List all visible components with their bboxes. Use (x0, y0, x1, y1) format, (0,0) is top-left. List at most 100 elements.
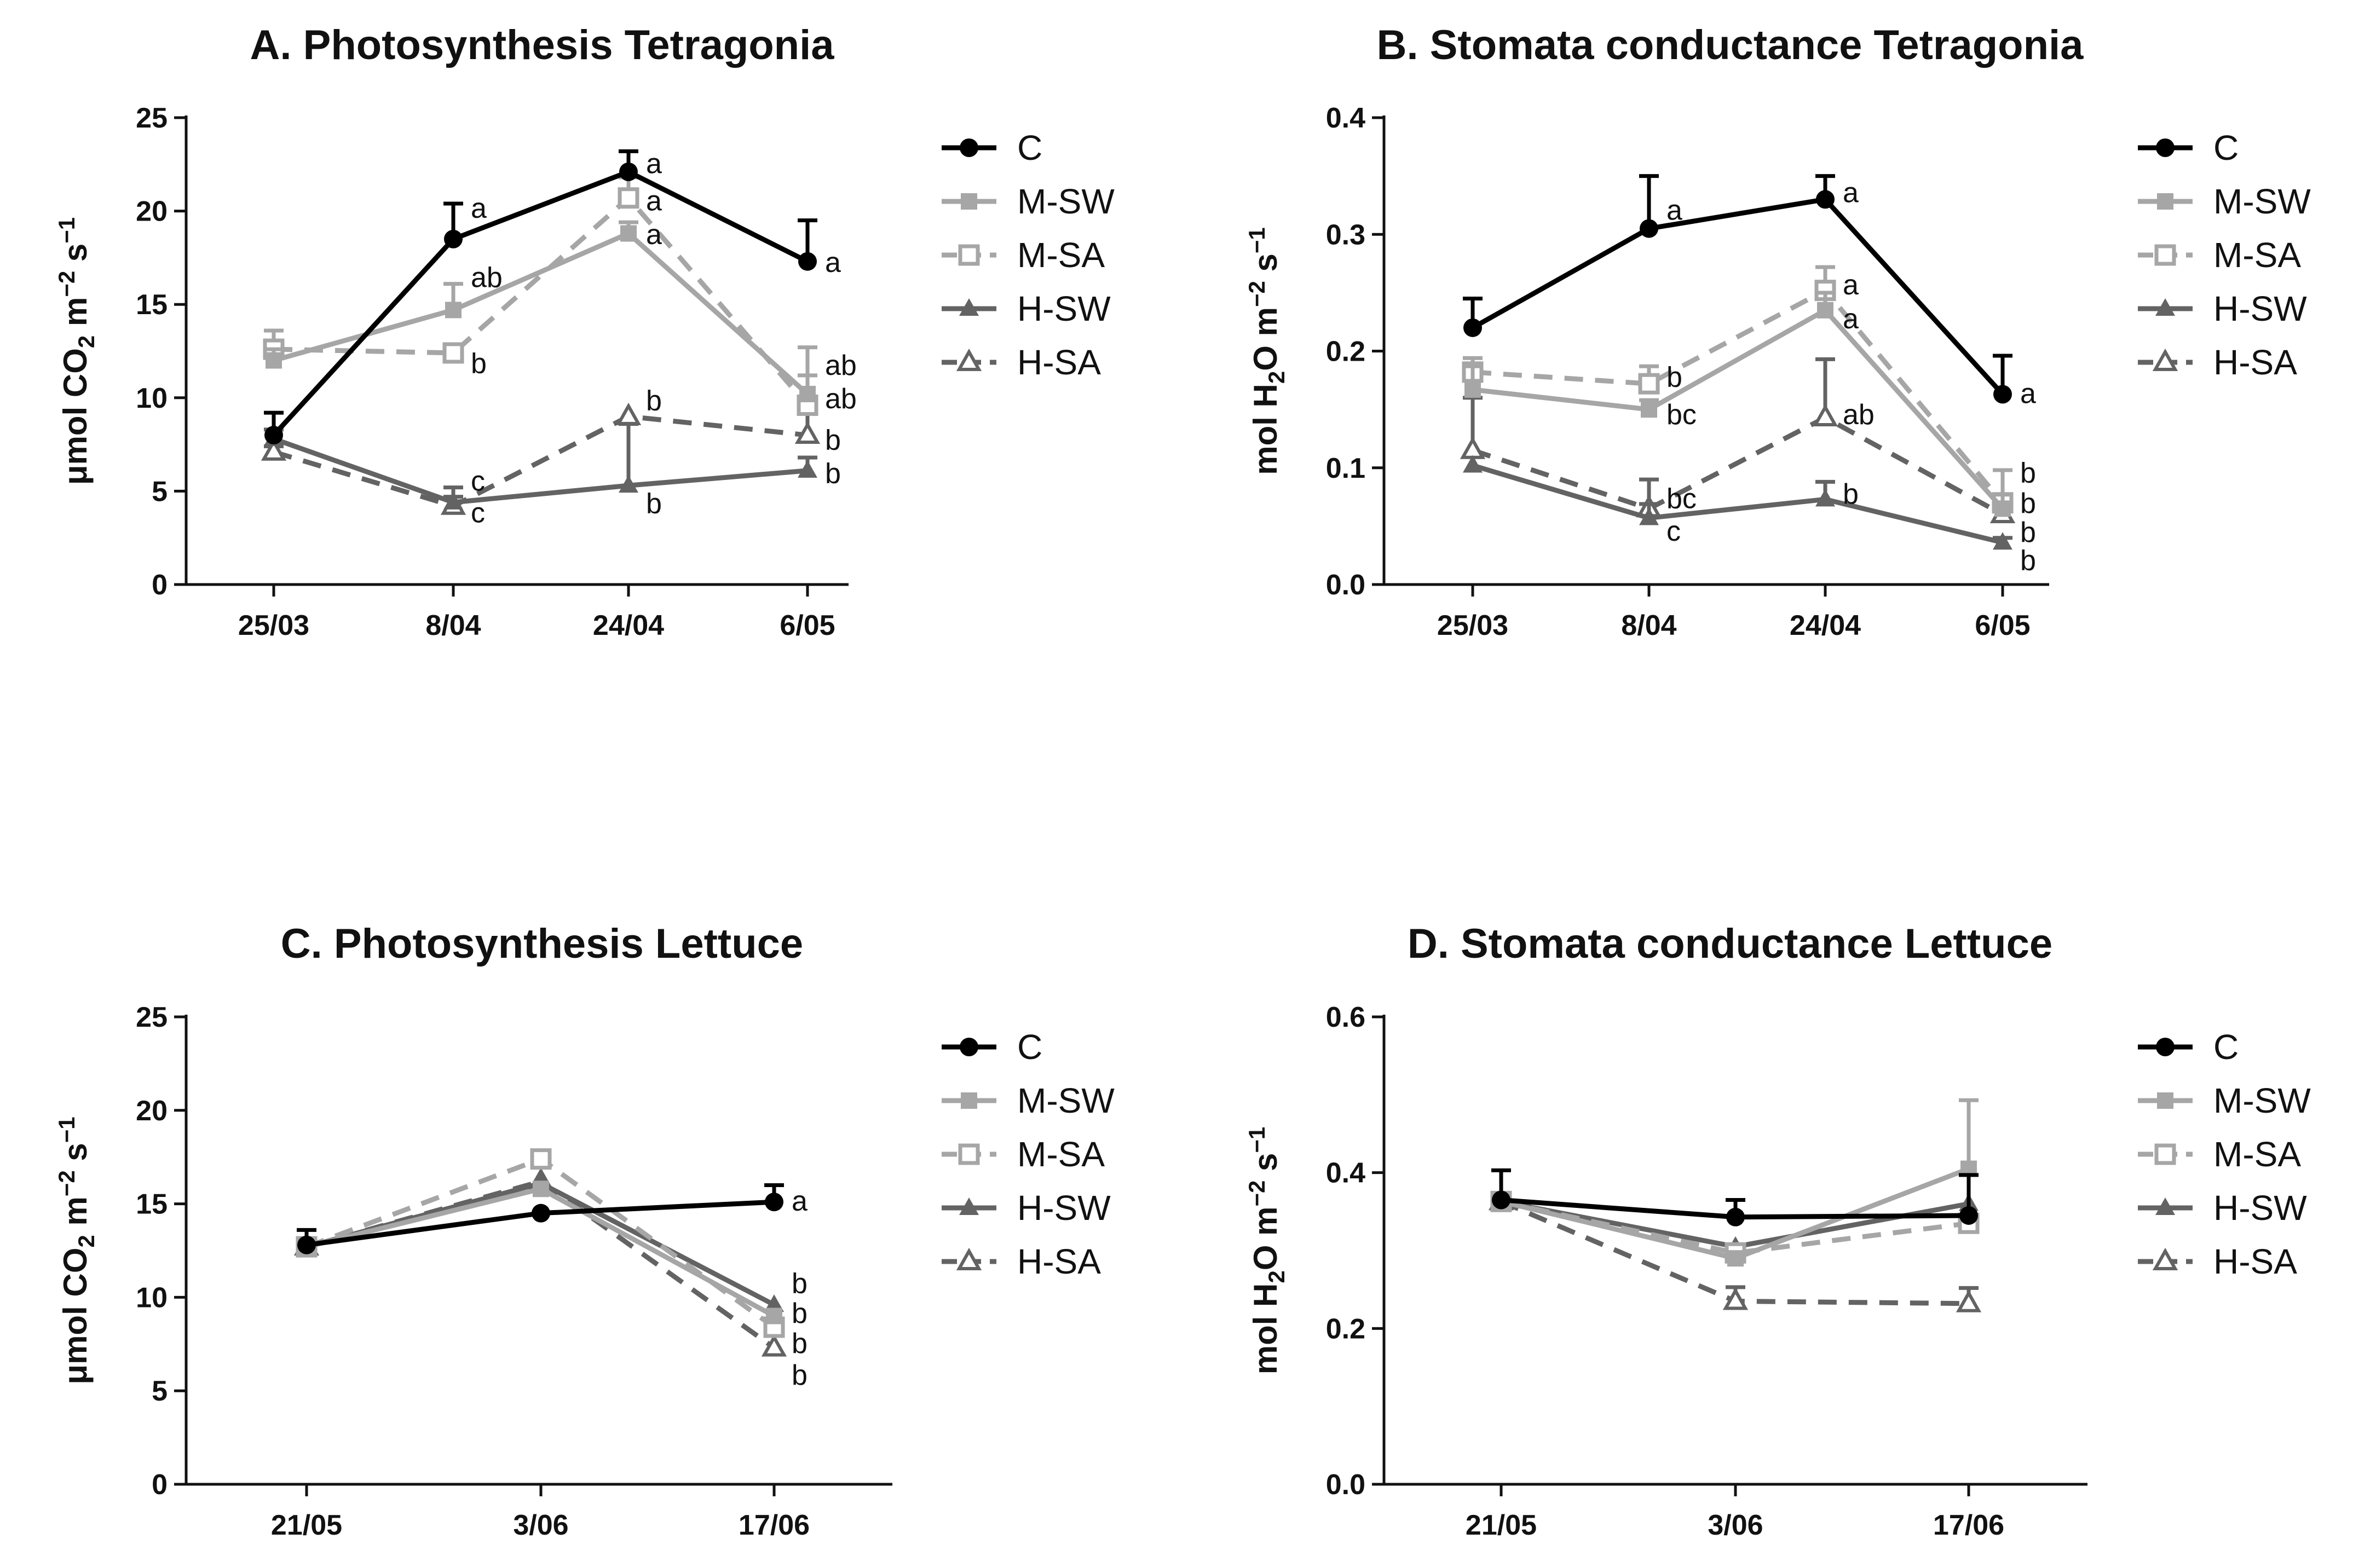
data-point (619, 163, 638, 181)
y-axis-label-part: μmol CO (57, 348, 94, 485)
y-axis-label-part: O m (1247, 307, 1284, 371)
series-line (1473, 199, 2003, 394)
y-tick-label: 10 (136, 1282, 168, 1314)
y-axis-label-part: −1 (1244, 1127, 1270, 1153)
y-axis-label-part: 2 (73, 1235, 99, 1247)
data-point (764, 1338, 784, 1355)
legend-label: H-SW (2213, 1188, 2307, 1228)
data-point (444, 230, 463, 248)
legend-marker (960, 1145, 978, 1163)
data-point (1726, 1208, 1745, 1226)
series-m-sw (298, 1181, 782, 1324)
series-line (1473, 465, 2003, 542)
legend-label: C (1017, 128, 1042, 167)
x-tick-label: 8/04 (425, 610, 481, 641)
y-axis-label-part: −1 (1244, 227, 1270, 253)
data-point (532, 1204, 550, 1223)
series-h-sa (297, 1171, 784, 1355)
data-point (1464, 381, 1481, 398)
legend-label: M-SW (1017, 1081, 1115, 1120)
data-point (1640, 375, 1658, 392)
legend-marker (2157, 1092, 2173, 1109)
significance-label: a (792, 1185, 808, 1217)
significance-label: b (646, 385, 662, 417)
data-point (1994, 500, 2011, 517)
significance-label: b (471, 348, 487, 379)
significance-label: ab (1843, 399, 1875, 431)
panel-d: D. Stomata conductance Lettuce0.00.20.40… (1244, 921, 2311, 1541)
legend-marker (2156, 138, 2175, 157)
y-axis-label-part: m (57, 1196, 94, 1235)
x-tick-label: 21/05 (1466, 1509, 1537, 1541)
significance-label: ab (825, 350, 857, 381)
data-point (266, 352, 282, 369)
series-c (1463, 176, 2012, 404)
significance-label: ab (471, 262, 503, 293)
y-axis-label-part: 2 (1264, 371, 1289, 384)
significance-label: b (2020, 517, 2036, 548)
legend-marker (960, 1038, 978, 1056)
significance-label: b (646, 488, 662, 519)
significance-label: b (825, 424, 841, 456)
y-tick-label: 0.6 (1326, 1002, 1365, 1033)
data-point (1993, 385, 2012, 403)
data-point (620, 225, 637, 242)
significance-label: b (2020, 488, 2036, 519)
significance-label: a (646, 219, 662, 251)
y-axis-label-part: 2 (1264, 1270, 1289, 1283)
y-axis-label-part: −2 (1244, 281, 1270, 307)
y-tick-label: 0.0 (1326, 1469, 1365, 1501)
y-tick-label: 0.1 (1326, 453, 1365, 484)
legend-marker (2157, 193, 2173, 210)
data-point (1640, 219, 1658, 238)
y-tick-label: 0.0 (1326, 569, 1365, 601)
legend-marker (2156, 1145, 2174, 1163)
series-h-sa (1463, 359, 2012, 522)
significance-label: c (471, 497, 485, 529)
x-tick-label: 6/05 (780, 610, 835, 641)
data-point (1492, 1190, 1510, 1209)
series-line (274, 172, 808, 435)
legend-label: H-SA (2213, 343, 2297, 382)
significance-label: a (2020, 378, 2036, 409)
panel-b: B. Stomata conductance Tetragonia 0.0 0.1 0… (1244, 22, 2311, 641)
legend: C M-SW M-SA H-SW H-SA (942, 1027, 1115, 1281)
legend-label: H-SW (1017, 1188, 1111, 1228)
x-tick-label: 8/04 (1621, 610, 1676, 641)
y-axis-label-part: s (57, 244, 94, 271)
significance-label: b (1666, 362, 1682, 394)
y-axis-label: mol H2O m−2 s−1 (1244, 1127, 1289, 1375)
significance-label: bc (1666, 483, 1697, 514)
series-h-sw (264, 424, 817, 510)
significance-label: a (471, 193, 487, 224)
series-h-sa (264, 406, 817, 513)
legend-label: M-SW (2213, 182, 2311, 221)
y-tick-label: 5 (152, 1375, 168, 1407)
y-tick-label: 25 (136, 1002, 168, 1033)
legend-label: M-SW (1017, 182, 1115, 221)
data-point (1816, 190, 1835, 209)
data-point (1463, 319, 1482, 337)
legend: C M-SW M-SA H-SW H-SA (2138, 1027, 2311, 1281)
y-axis-label-part: −2 (1244, 1181, 1270, 1207)
y-tick-label: 0 (152, 1469, 168, 1501)
legend-marker (961, 1092, 977, 1109)
legend-label: H-SW (2213, 289, 2307, 328)
data-point (264, 426, 283, 444)
panel-a: A. Photosynthesis Tetragonia 0 5 10 15 20 25 25… (54, 22, 1115, 641)
significance-label: b (792, 1268, 808, 1299)
y-tick-label: 5 (152, 476, 168, 507)
y-tick-label: 15 (136, 1189, 168, 1220)
legend-label: H-SA (2213, 1242, 2297, 1281)
data-point (297, 1236, 316, 1254)
series-m-sw (1463, 293, 2012, 517)
legend-marker (2156, 246, 2174, 264)
y-axis-label: mol H2O m−2 s−1 (1244, 227, 1289, 475)
series-line (307, 1183, 774, 1305)
legend: C M-SW M-SA H-SW H-SA (2138, 128, 2311, 382)
y-axis-label-part: O m (1247, 1207, 1284, 1271)
y-axis-label-part: −1 (54, 217, 79, 244)
y-axis-label-part: μmol CO (57, 1248, 94, 1385)
series-line (274, 198, 808, 406)
x-tick-label: 17/06 (1933, 1509, 2004, 1541)
